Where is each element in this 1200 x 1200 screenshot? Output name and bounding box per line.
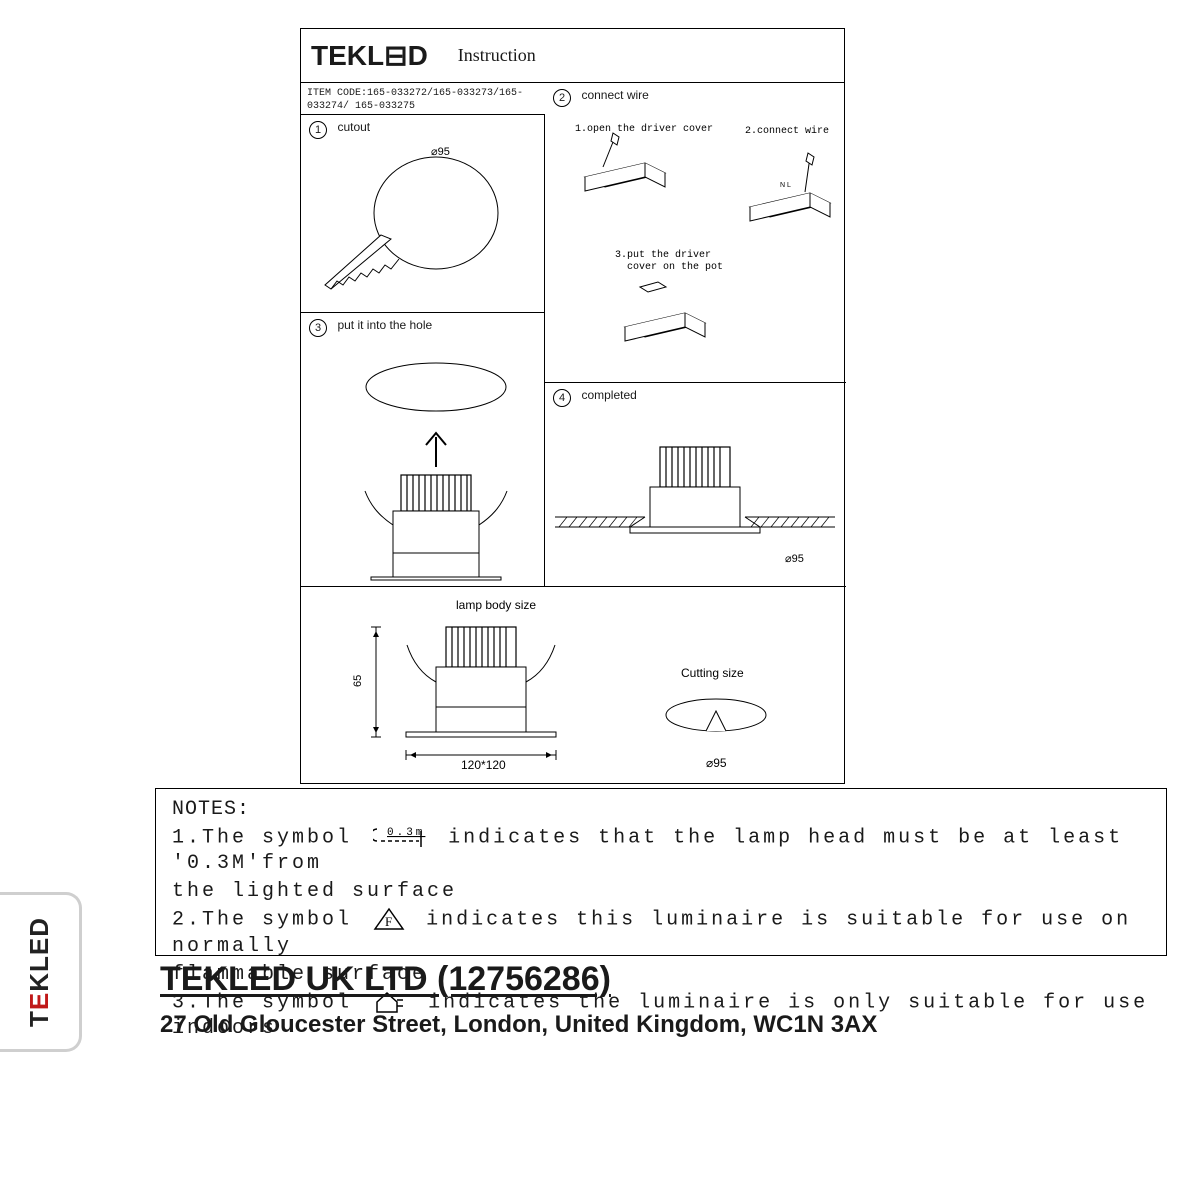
note-1c: the lighted surface: [172, 879, 1150, 905]
step-title-3: put it into the hole: [337, 318, 432, 332]
distance-symbol-icon: 0.3m: [373, 825, 427, 849]
dim-diagram: lamp body size Cutting size 65: [301, 587, 846, 785]
notes-heading: NOTES:: [172, 797, 1150, 823]
svg-text:⌀95: ⌀95: [431, 146, 450, 158]
svg-text:lamp body size: lamp body size: [456, 598, 536, 612]
panel-dimensions: lamp body size Cutting size 65: [301, 587, 846, 785]
note-2: 2.The symbol F indicates this luminaire …: [172, 907, 1150, 959]
brand-logo: TEKL⊟D: [311, 39, 428, 72]
panel-connect-wire: 2 connect wire 1.open the driver cover 2…: [545, 83, 846, 383]
flammable-symbol-icon: F: [373, 907, 405, 931]
step-num-4: 4: [553, 389, 571, 407]
step-title-1: cutout: [337, 120, 370, 134]
step-num-1: 1: [309, 121, 327, 139]
sheet-title: Instruction: [458, 45, 536, 66]
step-title-2: connect wire: [581, 88, 648, 102]
completed-diagram: ⌀95: [545, 407, 846, 582]
svg-text:F: F: [385, 914, 395, 929]
svg-text:3.put the driver: 3.put the driver: [615, 249, 711, 261]
svg-text:65: 65: [352, 675, 364, 687]
svg-text:⌀95: ⌀95: [785, 553, 804, 565]
svg-text:⌀95: ⌀95: [706, 756, 727, 770]
step-num-3: 3: [309, 319, 327, 337]
footer: TEKLED UK LTD (12756286) 27 Old Gloucest…: [160, 960, 877, 1039]
panel-completed: 4 completed: [545, 383, 846, 587]
svg-text:1.open the driver cover: 1.open the driver cover: [575, 123, 713, 135]
svg-text:Cutting size: Cutting size: [681, 666, 744, 680]
step-num-2: 2: [553, 89, 571, 107]
svg-text:N L: N L: [780, 182, 791, 189]
panel-insert: 3 put it into the hole: [301, 313, 545, 587]
notes-box: NOTES: 1.The symbol 0.3m indicates that …: [155, 788, 1167, 956]
item-code: ITEM CODE:165-033272/165-033273/165-0332…: [301, 83, 545, 115]
insert-diagram: [301, 337, 545, 582]
company-name: TEKLED UK LTD (12756286): [160, 960, 877, 999]
company-address: 27 Old Gloucester Street, London, United…: [160, 1011, 877, 1039]
sheet-header: TEKL⊟D Instruction: [301, 29, 844, 83]
svg-text:2.connect wire: 2.connect wire: [745, 125, 829, 137]
panel-cutout: 1 cutout ⌀95: [301, 115, 545, 313]
side-brand-text: TEKLED: [24, 917, 55, 1027]
step-title-4: completed: [581, 388, 636, 402]
note-1a: 1.The symbol: [172, 826, 352, 849]
cutout-diagram: ⌀95: [301, 139, 545, 309]
svg-text:cover on the pot: cover on the pot: [627, 261, 723, 273]
note-2a: 2.The symbol: [172, 909, 352, 932]
note-1: 1.The symbol 0.3m indicates that the lam…: [172, 825, 1150, 877]
instruction-sheet: TEKL⊟D Instruction ITEM CODE:165-033272/…: [300, 28, 845, 784]
svg-text:120*120: 120*120: [461, 758, 506, 772]
side-brand-badge: TEKLED: [0, 892, 82, 1052]
wire-diagram: 1.open the driver cover 2.connect wire N…: [545, 107, 846, 382]
svg-text:0.3m: 0.3m: [387, 827, 425, 839]
